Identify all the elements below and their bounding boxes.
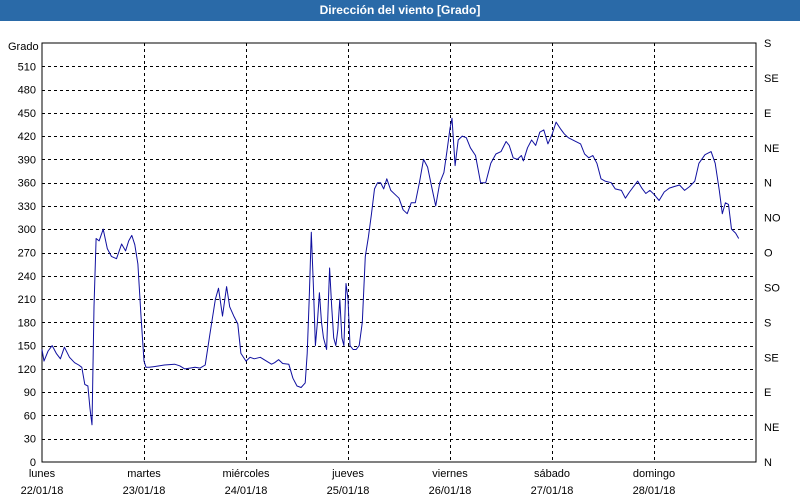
y-tick-label: 90: [24, 387, 36, 399]
y-tick-label: 60: [24, 410, 36, 422]
y-tick-label: 210: [18, 294, 36, 306]
y-tick-label: 360: [18, 178, 36, 190]
x-tick-date: 24/01/18: [225, 485, 268, 497]
x-tick-date: 26/01/18: [429, 485, 472, 497]
y-tick-label: 150: [18, 341, 36, 353]
x-tick-date: 28/01/18: [633, 485, 676, 497]
series-group: [41, 117, 740, 426]
plot-border: [41, 42, 757, 463]
x-tick-day: martes: [127, 468, 161, 480]
wind-direction-line: [41, 117, 740, 426]
right-axis-label: NO: [764, 213, 781, 225]
y-tick-label: 330: [18, 201, 36, 213]
y-tick-label: 120: [18, 364, 36, 376]
x-tick-date: 25/01/18: [327, 485, 370, 497]
y-axis-label: Grado: [8, 41, 39, 53]
x-tick-day: sábado: [534, 468, 570, 480]
right-axis-label: S: [764, 317, 771, 329]
y-tick-label: 420: [18, 131, 36, 143]
x-tick-date: 27/01/18: [531, 485, 574, 497]
y-tick-label: 300: [18, 224, 36, 236]
y-tick-label: 180: [18, 317, 36, 329]
right-axis-label: NE: [764, 422, 779, 434]
plot-frame: [41, 42, 757, 463]
x-axis: lunes 22/01/18 martes 23/01/18 miércoles 24/0…: [21, 468, 676, 497]
right-axis-label: S: [764, 38, 771, 50]
y-tick-label: 480: [18, 85, 36, 97]
x-tick-date: 23/01/18: [123, 485, 166, 497]
y-tick-label: 450: [18, 108, 36, 120]
right-axis-label: SE: [764, 73, 779, 85]
right-axis-label: N: [764, 178, 772, 190]
x-tick-day: viernes: [432, 468, 468, 480]
right-axis-label: N: [764, 457, 772, 469]
y-tick-label: 30: [24, 434, 36, 446]
right-axis: N NE E SE S SO O NO N NE E SE S: [764, 38, 781, 469]
right-axis-label: SO: [764, 282, 780, 294]
x-tick-day: jueves: [331, 468, 364, 480]
x-tick-date: 22/01/18: [21, 485, 64, 497]
right-axis-label: SE: [764, 352, 779, 364]
right-axis-label: NE: [764, 143, 779, 155]
left-axis: 0 30 60 90 120 150 180 210 240 270 300 330 360 390 420…: [18, 61, 36, 469]
grid-lines: [42, 43, 756, 462]
x-tick-day: domingo: [633, 468, 675, 480]
y-tick-label: 240: [18, 271, 36, 283]
right-axis-label: O: [764, 248, 773, 260]
right-axis-label: E: [764, 387, 771, 399]
y-tick-label: 390: [18, 154, 36, 166]
x-tick-day: lunes: [29, 468, 56, 480]
x-tick-day: miércoles: [222, 468, 270, 480]
right-axis-label: E: [764, 108, 771, 120]
y-tick-label: 0: [30, 457, 36, 469]
y-tick-label: 270: [18, 248, 36, 260]
chart-title: Dirección del viento [Grado]: [0, 0, 800, 21]
y-tick-label: 510: [18, 61, 36, 73]
